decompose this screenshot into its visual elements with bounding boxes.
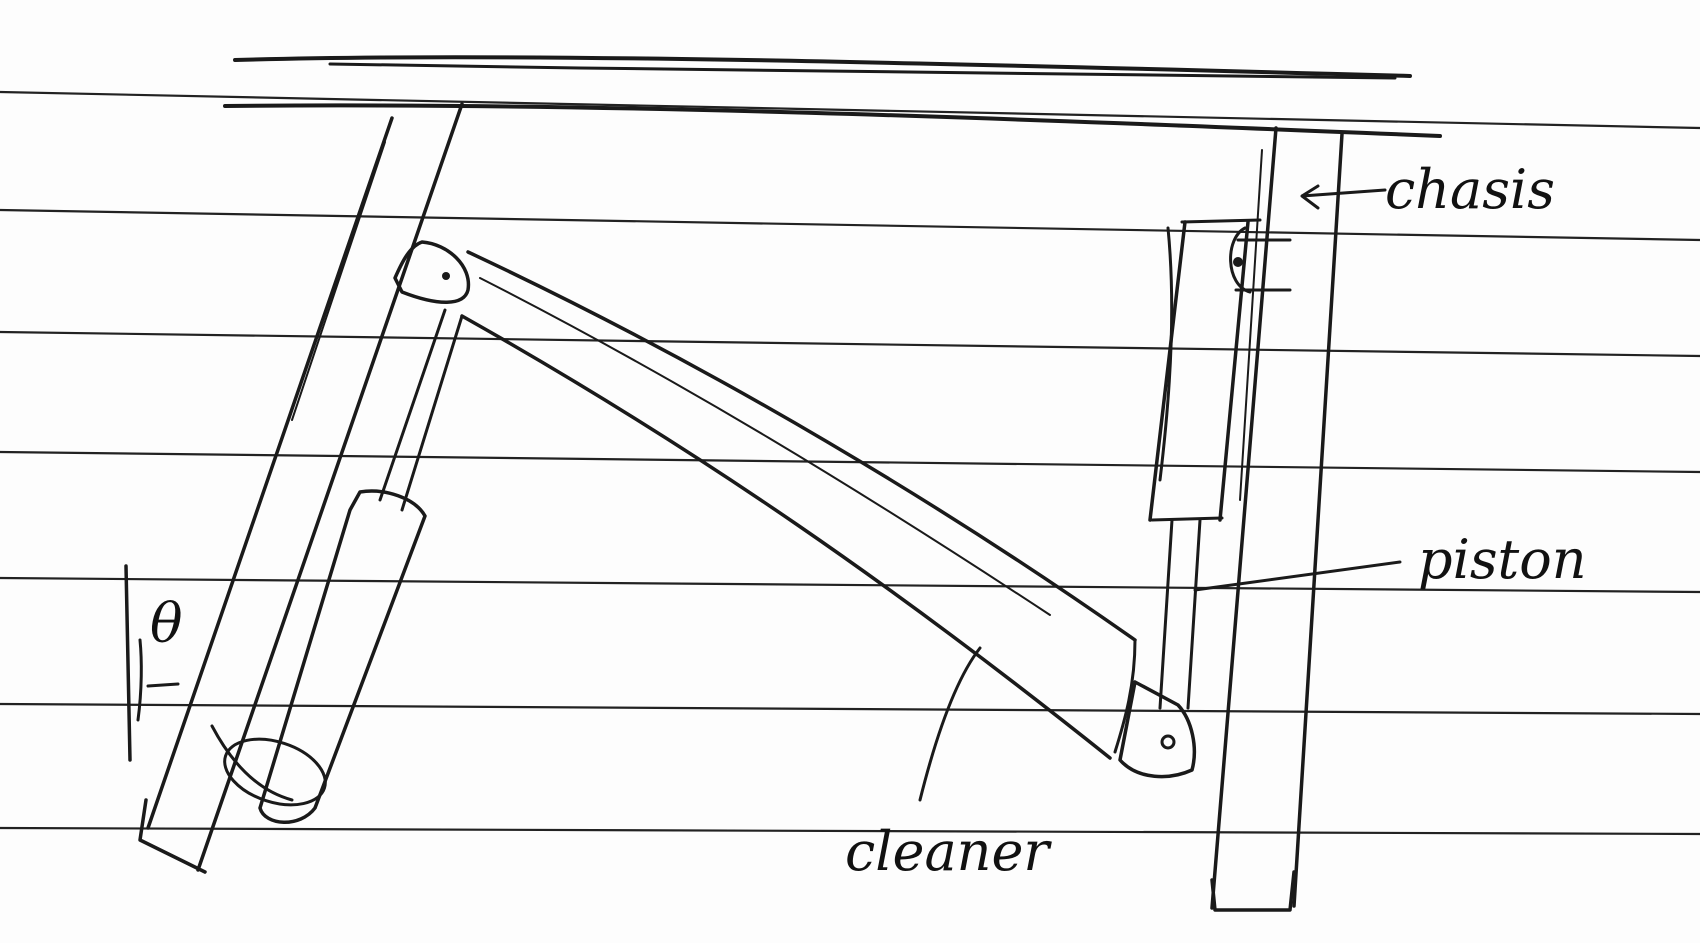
left-pivot: [393, 240, 471, 304]
cleaner-arm: [460, 250, 1137, 760]
leader-lines: [918, 184, 1402, 802]
chassis-label: chasis: [1385, 158, 1555, 221]
chassis-bar: [223, 55, 1442, 138]
left-pivot-pin: [442, 272, 450, 280]
right-piston: [1148, 218, 1292, 710]
left-leg: [138, 102, 464, 874]
chassis-arrow-icon: [1300, 184, 1387, 210]
cleaner-leader: [918, 646, 982, 802]
angle-label: θ: [150, 592, 183, 655]
piston-label: piston: [1418, 528, 1587, 591]
right-pivot-pin: [1160, 734, 1176, 750]
right-pivot: [1118, 680, 1197, 779]
right-leg: [1210, 126, 1344, 912]
angle-marker: [124, 564, 180, 762]
piston-leader: [1193, 560, 1402, 592]
cleaner-label: cleaner: [845, 820, 1052, 883]
right-piston-mount: [1233, 257, 1243, 267]
left-piston: [210, 308, 464, 824]
ruled-lines: [0, 90, 1700, 836]
